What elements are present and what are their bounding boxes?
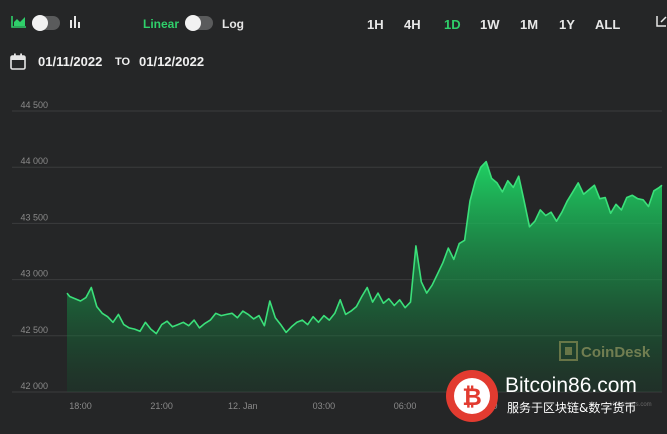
- bitcoin86-tagline: 服务于区块链&数字货币: [507, 400, 636, 415]
- area-chart-icon[interactable]: [11, 15, 27, 28]
- x-tick-label: 12. Jan: [228, 401, 258, 411]
- calendar-icon[interactable]: [10, 53, 26, 70]
- coindesk-watermark: CoinDesk: [559, 341, 651, 361]
- y-tick-label: 43 500: [20, 212, 48, 222]
- y-tick-label: 42 500: [20, 325, 48, 335]
- bar-chart-icon[interactable]: [69, 15, 81, 28]
- date-to-label: TO: [115, 56, 131, 68]
- y-tick-label: 44 000: [20, 156, 48, 166]
- chart-toolbar: Linear Log 1H 4H 1D 1W 1M 1Y ALL: [0, 0, 667, 48]
- highcharts-credit: Highcharts.com: [610, 402, 652, 408]
- range-button-1m[interactable]: 1M: [520, 17, 539, 32]
- x-tick-label: 06:00: [394, 401, 417, 411]
- toggle-knob: [32, 15, 48, 31]
- coindesk-logo-text: CoinDesk: [581, 344, 651, 361]
- bitcoin86-brand-text: Bitcoin86.com: [505, 374, 637, 397]
- x-tick-label: 18:00: [69, 401, 92, 411]
- range-button-1w[interactable]: 1W: [480, 17, 500, 32]
- price-line: [66, 160, 663, 335]
- x-tick-label: 03:00: [313, 401, 336, 411]
- scale-toggle[interactable]: [185, 15, 213, 31]
- range-button-1d[interactable]: 1D: [444, 17, 461, 32]
- x-tick-label: 21:00: [150, 401, 173, 411]
- y-axis-labels: 42 000 42 500 43 000 43 500 44 000 44 500: [20, 100, 48, 391]
- linear-scale-label[interactable]: Linear: [143, 17, 180, 31]
- toggle-knob: [185, 15, 201, 31]
- range-button-all[interactable]: ALL: [595, 17, 621, 32]
- log-scale-label[interactable]: Log: [222, 17, 244, 31]
- y-tick-label: 44 500: [20, 100, 48, 110]
- date-from-field[interactable]: 01/11/2022: [38, 54, 103, 69]
- bitcoin-icon: ₿: [462, 383, 482, 411]
- date-to-field[interactable]: 01/12/2022: [139, 54, 205, 69]
- chart-type-toggle[interactable]: [32, 15, 60, 31]
- expand-icon[interactable]: [655, 14, 667, 30]
- bitcoin86-logo-ring: [454, 378, 490, 414]
- range-button-1y[interactable]: 1Y: [559, 17, 575, 32]
- range-button-4h[interactable]: 4H: [404, 17, 421, 32]
- y-tick-label: 42 000: [20, 381, 48, 391]
- range-button-1h[interactable]: 1H: [367, 17, 384, 32]
- y-tick-label: 43 000: [20, 269, 48, 279]
- bitcoin86-watermark: ₿ Bitcoin86.com 服务于区块链&数字货币: [446, 370, 637, 422]
- price-area: [67, 161, 662, 392]
